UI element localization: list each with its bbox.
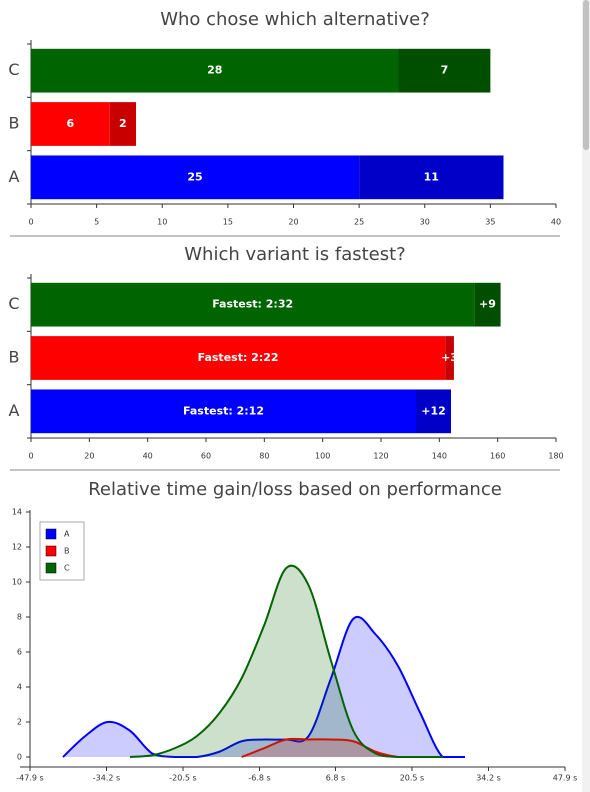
y-tick-label: 14: [12, 508, 22, 517]
bar-label: +9: [479, 298, 496, 311]
chart-title: Relative time gain/loss based on perform…: [88, 479, 502, 500]
y-tick-label: 8: [17, 613, 22, 622]
legend-swatch: [45, 528, 57, 540]
chart-title: Who chose which alternative?: [160, 9, 430, 30]
bar-segment: [416, 389, 451, 434]
x-tick-label: 100: [315, 452, 330, 461]
line: [129, 564, 443, 758]
x-tick-label: 20: [84, 452, 94, 461]
line: [62, 616, 466, 758]
bar-segment: [31, 336, 446, 380]
area: [62, 616, 466, 757]
x-tick-label: 60: [201, 452, 211, 461]
chart-title: Which variant is fastest?: [184, 244, 406, 265]
x-tick-label: 0: [28, 452, 33, 461]
scrollbar-track: [582, 0, 590, 792]
bar-segment: [31, 102, 110, 146]
category-label: B: [9, 348, 20, 367]
bar-segment: [31, 155, 360, 200]
x-tick-label: 47.9 s: [553, 774, 578, 783]
bar-label: 11: [424, 170, 439, 183]
x-tick-label: 6.8 s: [326, 774, 345, 783]
bar-label: 25: [187, 170, 202, 183]
y-tick-label: 10: [12, 578, 22, 587]
legend-swatch: [45, 545, 57, 557]
category-label: A: [9, 167, 20, 186]
category-label: A: [9, 401, 20, 420]
x-tick-label: 180: [548, 452, 563, 461]
y-tick-label: 12: [12, 543, 22, 552]
bar-segment: [445, 336, 454, 380]
scrollbar-thumb[interactable]: [583, 0, 589, 150]
category-label: C: [8, 60, 19, 79]
bar-segment: [474, 282, 501, 327]
x-tick-label: 40: [551, 218, 561, 227]
bar-label: 28: [207, 64, 222, 77]
bar-label: Fastest: 2:32: [212, 298, 293, 311]
x-tick-label: 160: [490, 452, 505, 461]
bar-label: Fastest: 2:22: [198, 351, 279, 364]
legend-label: C: [64, 564, 70, 573]
category-label: C: [8, 294, 19, 313]
x-tick-label: 20: [288, 218, 298, 227]
bar-segment: [31, 282, 475, 327]
bar-segment: [109, 102, 136, 146]
y-tick-label: 0: [17, 753, 22, 762]
legend-swatch: [45, 562, 57, 574]
x-tick-label: 5: [94, 218, 99, 227]
x-tick-label: 30: [420, 218, 430, 227]
x-tick-label: 10: [157, 218, 167, 227]
x-tick-label: 35: [485, 218, 495, 227]
x-tick-label: -47.9 s: [16, 774, 43, 783]
bar-segment: [31, 48, 399, 93]
x-tick-label: 25: [354, 218, 364, 227]
bar-label: 2: [119, 117, 127, 130]
x-tick-label: 0: [28, 218, 33, 227]
x-tick-label: 15: [223, 218, 233, 227]
x-tick-label: 20.5 s: [400, 774, 425, 783]
category-label: B: [9, 114, 20, 133]
bar-segment: [359, 155, 504, 200]
bar-label: +12: [421, 404, 446, 417]
bar-segment: [31, 389, 416, 434]
legend-label: A: [64, 530, 70, 539]
x-tick-label: -20.5 s: [169, 774, 196, 783]
x-tick-label: 80: [259, 452, 269, 461]
y-tick-label: 4: [17, 683, 22, 692]
y-tick-label: 6: [17, 648, 22, 657]
x-tick-label: 34.2 s: [476, 774, 501, 783]
bar-label: 6: [67, 117, 75, 130]
y-tick-label: 2: [17, 718, 22, 727]
bar-label: +3: [441, 351, 458, 364]
bar-label: 7: [441, 64, 449, 77]
bar-segment: [398, 48, 491, 93]
x-tick-label: 120: [373, 452, 388, 461]
x-tick-label: 140: [432, 452, 447, 461]
legend-label: B: [64, 547, 70, 556]
x-tick-label: -6.8 s: [248, 774, 270, 783]
bar-label: Fastest: 2:12: [183, 404, 264, 417]
area: [129, 565, 443, 757]
x-tick-label: 40: [143, 452, 153, 461]
x-tick-label: -34.2 s: [93, 774, 120, 783]
